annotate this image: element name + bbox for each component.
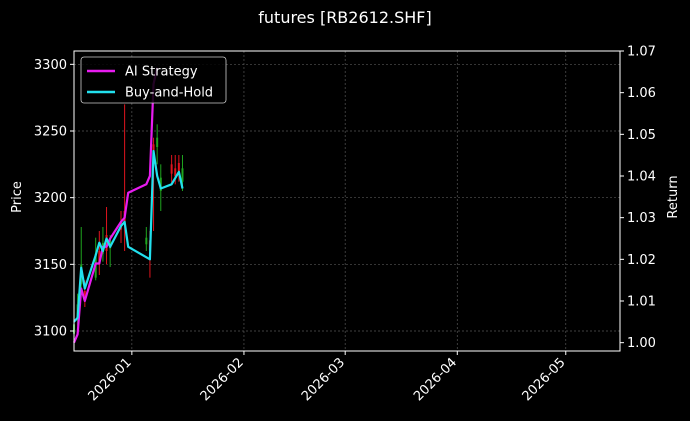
candlestick <box>98 231 101 275</box>
candle-body <box>145 237 148 245</box>
candlestick <box>177 155 180 182</box>
candlesticks <box>73 104 184 337</box>
candle-body <box>98 251 101 265</box>
legend-label: Buy-and-Hold <box>125 86 213 101</box>
candle-body <box>159 177 162 191</box>
y-axis-label-right: Return <box>666 175 681 218</box>
y-left-tick-label: 3200 <box>34 191 67 206</box>
candle-body <box>83 291 86 299</box>
y-right-tick-label: 1.05 <box>627 128 656 143</box>
y-right-tick-label: 1.01 <box>627 295 656 310</box>
candle-body <box>177 163 180 171</box>
candle-body <box>105 235 108 251</box>
candlestick <box>105 207 108 265</box>
x-tick-label: 2026-05 <box>520 355 569 404</box>
y-right-tick-label: 1.06 <box>627 86 656 101</box>
legend-box <box>80 56 227 104</box>
y-right-tick-label: 1.07 <box>627 45 656 60</box>
y-right-tick-label: 1.00 <box>627 336 656 351</box>
candlestick <box>170 155 173 185</box>
legend-label: AI Strategy <box>125 65 198 80</box>
candle-body <box>156 137 159 147</box>
series-line-buy-and-hold <box>73 149 184 323</box>
y-right-tick-label: 1.03 <box>627 211 656 226</box>
y-left-tick-label: 3250 <box>34 125 67 140</box>
candlestick <box>145 227 148 251</box>
candle-body <box>170 164 173 174</box>
y-left-tick-label: 3150 <box>34 258 67 273</box>
series-lines <box>72 67 184 344</box>
x-tick-label: 2026-04 <box>411 355 460 404</box>
y-right-tick-label: 1.02 <box>627 253 656 268</box>
candle-body <box>174 168 177 177</box>
y-right-tick-label: 1.04 <box>627 170 656 185</box>
plot-frame <box>73 50 621 352</box>
y-left-tick-label: 3100 <box>34 325 67 340</box>
legend: AI Strategy Buy-and-Hold <box>80 56 227 104</box>
candlestick <box>156 124 159 165</box>
y-axis-label-left: Price <box>10 181 25 213</box>
chart-title: futures [RB2612.SHF] <box>258 8 432 27</box>
series-line-ai-strategy <box>72 67 159 344</box>
y-left-tick-label: 3300 <box>34 58 67 73</box>
x-tick-label: 2026-01 <box>86 355 135 404</box>
candle-body <box>181 168 184 182</box>
grid-lines <box>74 51 620 351</box>
x-tick-label: 2026-02 <box>198 355 247 404</box>
candlestick <box>101 227 104 262</box>
x-tick-label: 2026-03 <box>299 355 348 404</box>
